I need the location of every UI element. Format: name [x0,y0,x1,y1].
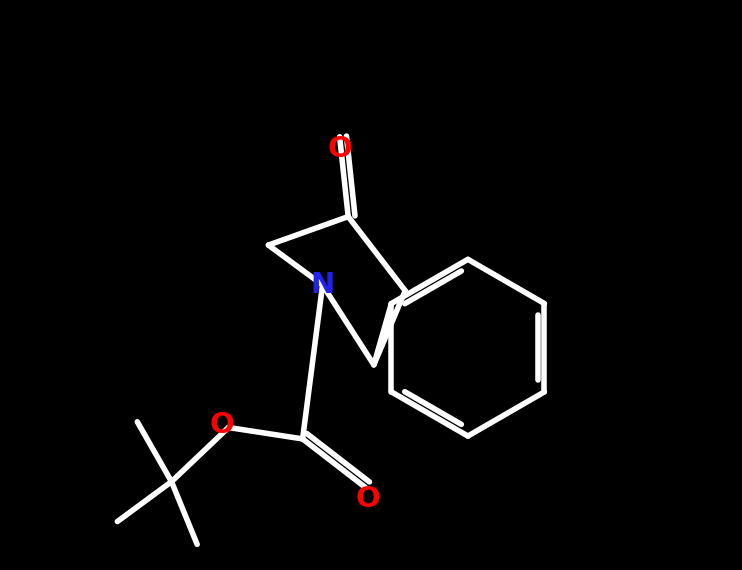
Text: O: O [355,484,381,513]
Text: O: O [327,135,352,164]
Text: O: O [209,410,234,439]
Text: N: N [310,271,335,299]
